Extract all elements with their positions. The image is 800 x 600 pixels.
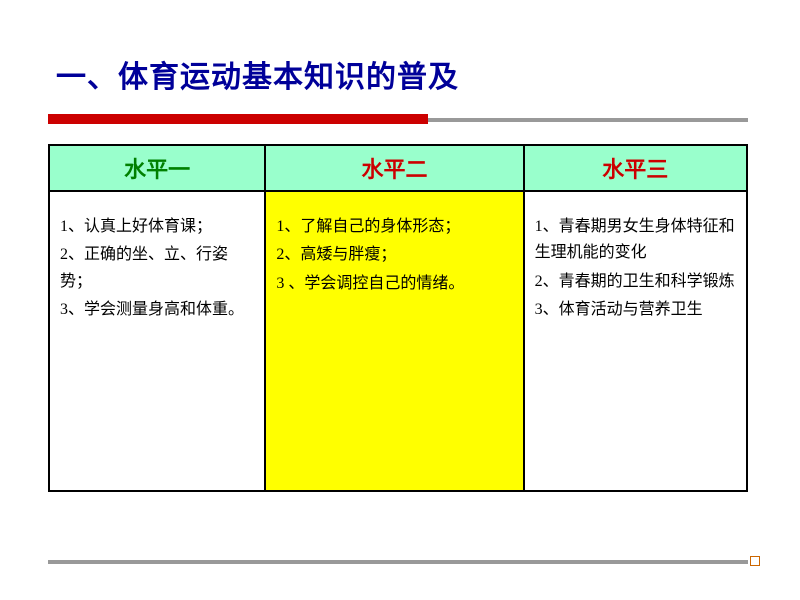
cell-text: 1、认真上好体育课； [60,214,254,240]
content-table: 水平一 水平二 水平三 1、认真上好体育课； 2、正确的坐、立、行姿势； 3、学… [48,144,748,492]
title-area: 一、体育运动基本知识的普及 [0,0,800,96]
cell-text: 3 、学会调控自己的情绪。 [276,271,512,297]
footer-square-icon [750,556,760,566]
cell-text: 2、正确的坐、立、行姿势； [60,242,254,295]
cell-level-2: 1、了解自己的身体形态； 2、高矮与胖瘦； 3 、学会调控自己的情绪。 [265,191,523,491]
cell-text: 3、体育活动与营养卫生 [535,297,736,323]
table-header-row: 水平一 水平二 水平三 [49,145,747,191]
table-container: 水平一 水平二 水平三 1、认真上好体育课； 2、正确的坐、立、行姿势； 3、学… [48,144,748,492]
cell-level-1: 1、认真上好体育课； 2、正确的坐、立、行姿势； 3、学会测量身高和体重。 [49,191,265,491]
table-row: 1、认真上好体育课； 2、正确的坐、立、行姿势； 3、学会测量身高和体重。 1、… [49,191,747,491]
cell-text: 1、青春期男女生身体特征和生理机能的变化 [535,214,736,267]
cell-text: 1、了解自己的身体形态； [276,214,512,240]
table-header-3: 水平三 [524,145,747,191]
cell-level-3: 1、青春期男女生身体特征和生理机能的变化 2、青春期的卫生和科学锻炼 3、体育活… [524,191,747,491]
cell-text: 2、高矮与胖瘦； [276,242,512,268]
title-underline [48,114,748,124]
page-title: 一、体育运动基本知识的普及 [56,52,800,96]
cell-text: 2、青春期的卫生和科学锻炼 [535,269,736,295]
table-header-1: 水平一 [49,145,265,191]
cell-text: 3、学会测量身高和体重。 [60,297,254,323]
table-header-2: 水平二 [265,145,523,191]
underline-red [48,114,428,124]
footer-line [48,560,748,564]
